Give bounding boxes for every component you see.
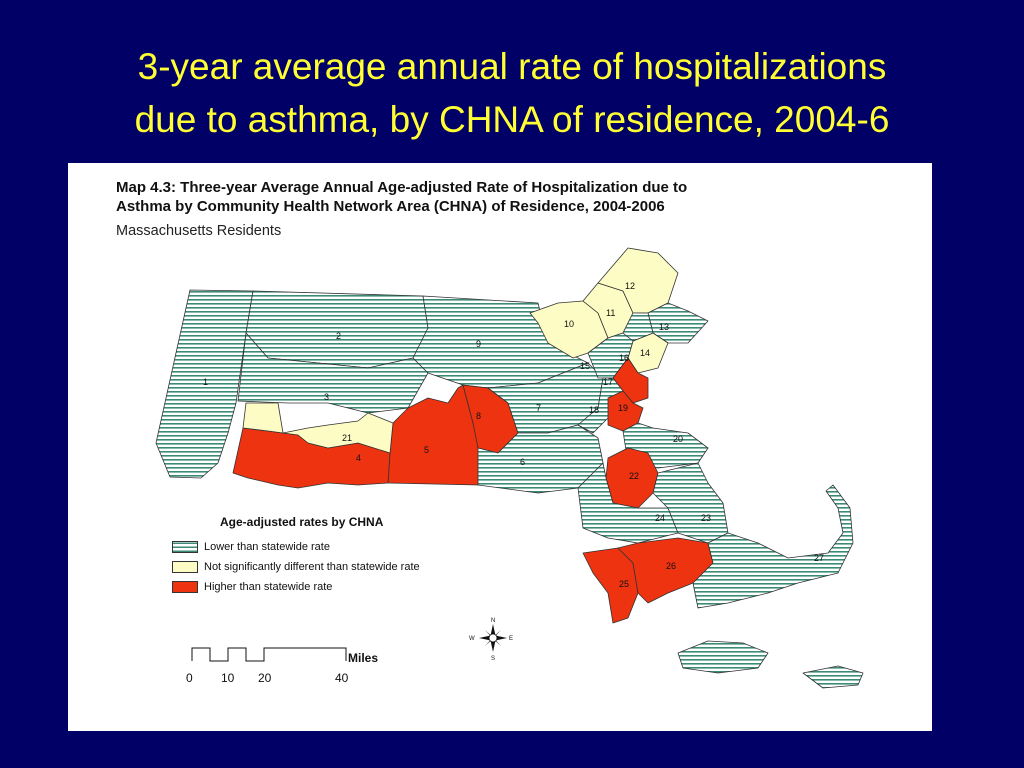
scale-bar xyxy=(191,647,347,662)
compass-rose-icon: N S E W xyxy=(469,618,513,662)
chna-region-21 xyxy=(282,412,394,454)
region-label-13: 13 xyxy=(659,322,669,332)
compass-w: W xyxy=(469,636,475,642)
map-heading-line-2: Asthma by Community Health Network Area … xyxy=(116,198,665,215)
map-legend: Age-adjusted rates by CHNA Lower than st… xyxy=(172,515,420,597)
legend-label-higher: Higher than statewide rate xyxy=(204,581,333,593)
region-label-26: 26 xyxy=(666,561,676,571)
region-label-19: 19 xyxy=(618,403,628,413)
chna-region-2 xyxy=(245,290,429,369)
region-label-22: 22 xyxy=(629,471,639,481)
region-label-27: 27 xyxy=(814,553,824,563)
chna-region-18 xyxy=(577,377,624,434)
legend-swatch-higher xyxy=(172,581,198,593)
region-label-16: 16 xyxy=(619,353,629,363)
map-panel: Map 4.3: Three-year Average Annual Age-a… xyxy=(68,163,932,731)
slide-title: 3-year average annual rate of hospitaliz… xyxy=(0,40,1024,146)
compass-e: E xyxy=(509,636,513,642)
region-label-14: 14 xyxy=(640,348,650,358)
legend-swatch-lower xyxy=(172,541,198,553)
slide-title-line-1: 3-year average annual rate of hospitaliz… xyxy=(137,46,887,87)
legend-item-higher: Higher than statewide rate xyxy=(172,577,420,597)
legend-label-nsd: Not significantly different than statewi… xyxy=(204,561,420,573)
region-label-15: 15 xyxy=(580,361,590,371)
chna-region-27 xyxy=(692,484,854,609)
legend-label-lower: Lower than statewide rate xyxy=(204,541,330,553)
chna-region-21b xyxy=(242,402,284,434)
region-label-17: 17 xyxy=(603,377,613,387)
chna-region-16 xyxy=(622,312,654,342)
region-label-11: 11 xyxy=(606,308,615,318)
chna-region-3 xyxy=(237,332,429,414)
compass-s: S xyxy=(491,656,495,662)
compass-n: N xyxy=(491,618,495,624)
region-label-7: 7 xyxy=(536,403,541,413)
legend-swatch-nsd xyxy=(172,561,198,573)
chna-region-23 xyxy=(652,462,729,544)
map-heading: Map 4.3: Three-year Average Annual Age-a… xyxy=(116,178,687,216)
map-heading-line-1: Map 4.3: Three-year Average Annual Age-a… xyxy=(116,179,688,196)
chna-region-19 xyxy=(607,390,644,432)
slide-title-line-2: due to asthma, by CHNA of residence, 200… xyxy=(134,99,890,140)
region-label-8: 8 xyxy=(476,411,481,421)
scale-unit: Miles xyxy=(348,651,379,665)
region-label-20: 20 xyxy=(673,434,683,444)
island-nantucket xyxy=(802,665,864,689)
region-label-2: 2 xyxy=(336,331,341,341)
legend-item-lower: Lower than statewide rate xyxy=(172,537,420,557)
region-label-12: 12 xyxy=(625,281,635,291)
chna-region-15 xyxy=(587,332,634,379)
region-label-21: 21 xyxy=(342,433,352,443)
scale-tick-40: 40 xyxy=(335,671,349,685)
legend-item-nsd: Not significantly different than statewi… xyxy=(172,557,420,577)
region-label-24: 24 xyxy=(655,513,665,523)
region-label-3: 3 xyxy=(324,392,329,402)
scale-tick-20: 20 xyxy=(258,671,272,685)
region-label-4: 4 xyxy=(356,453,361,463)
legend-title: Age-adjusted rates by CHNA xyxy=(220,515,384,529)
scale-tick-10: 10 xyxy=(221,671,235,685)
island-marthas-vineyard xyxy=(677,640,769,674)
region-label-18: 18 xyxy=(589,405,599,415)
region-label-25: 25 xyxy=(619,579,629,589)
map-subtitle: Massachusetts Residents xyxy=(116,223,282,239)
chna-region-6 xyxy=(477,424,604,494)
region-label-1: 1 xyxy=(203,377,208,387)
scale-tick-0: 0 xyxy=(186,671,193,685)
region-label-23: 23 xyxy=(701,513,711,523)
region-label-6: 6 xyxy=(520,457,525,467)
region-label-9: 9 xyxy=(476,339,481,349)
region-label-5: 5 xyxy=(424,445,429,455)
region-label-10: 10 xyxy=(564,319,574,329)
